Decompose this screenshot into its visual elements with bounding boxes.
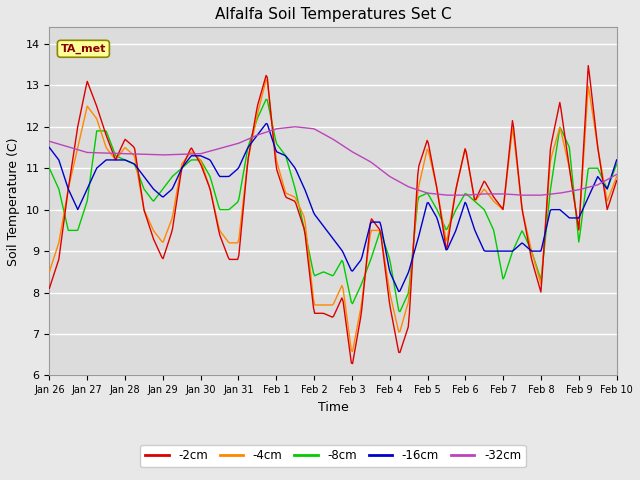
Legend: -2cm, -4cm, -8cm, -16cm, -32cm: -2cm, -4cm, -8cm, -16cm, -32cm [140, 444, 525, 467]
Y-axis label: Soil Temperature (C): Soil Temperature (C) [7, 137, 20, 265]
Title: Alfalfa Soil Temperatures Set C: Alfalfa Soil Temperatures Set C [214, 7, 451, 22]
X-axis label: Time: Time [317, 401, 348, 414]
Text: TA_met: TA_met [61, 44, 106, 54]
